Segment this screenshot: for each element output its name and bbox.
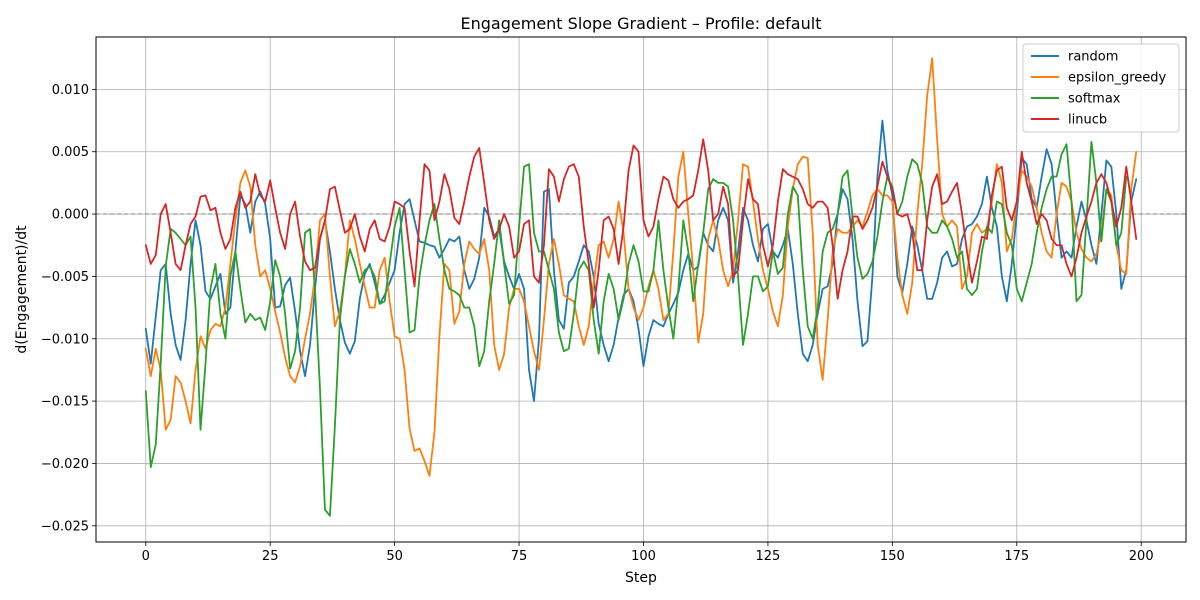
x-tick-label: 200 xyxy=(1129,549,1154,564)
legend-label-softmax: softmax xyxy=(1068,92,1121,107)
y-tick-label: −0.020 xyxy=(41,457,89,472)
y-tick-label: −0.010 xyxy=(41,332,89,347)
legend-label-epsilon-greedy: epsilon_greedy xyxy=(1068,71,1166,86)
series-line-linucb xyxy=(144,138,1138,309)
x-tick-label: 100 xyxy=(631,549,656,564)
legend-label-random: random xyxy=(1068,50,1118,65)
y-axis-ticks: −0.025 −0.020 −0.015 −0.010 −0.005 0.000 0.005… xyxy=(41,83,96,534)
series-line-softmax xyxy=(144,140,1128,517)
x-axis-ticks: 0 25 50 75 100 125 150 175 200 xyxy=(142,542,1154,564)
y-tick-label: −0.025 xyxy=(41,519,89,534)
axes-frame xyxy=(95,36,1187,543)
series-line-epsilon-greedy xyxy=(144,57,1138,477)
y-tick-label: 0.000 xyxy=(52,208,89,223)
y-tick-label: −0.015 xyxy=(41,395,89,410)
x-tick-label: 175 xyxy=(1004,549,1029,564)
series-lines xyxy=(144,57,1138,517)
x-tick-label: 25 xyxy=(262,549,279,564)
y-tick-label: 0.010 xyxy=(52,83,89,98)
x-axis-label: Step xyxy=(625,570,657,586)
legend-label-linucb: linucb xyxy=(1068,113,1107,128)
chart-title: Engagement Slope Gradient – Profile: def… xyxy=(461,14,822,33)
x-tick-label: 0 xyxy=(142,549,150,564)
x-tick-label: 125 xyxy=(756,549,781,564)
legend-box xyxy=(1022,43,1180,133)
y-tick-label: −0.005 xyxy=(41,270,89,285)
y-axis-label: d(Engagement)/dt xyxy=(14,225,30,354)
y-tick-label: 0.005 xyxy=(52,145,89,160)
x-tick-label: 150 xyxy=(880,549,905,564)
x-tick-label: 50 xyxy=(386,549,403,564)
x-tick-label: 75 xyxy=(511,549,528,564)
